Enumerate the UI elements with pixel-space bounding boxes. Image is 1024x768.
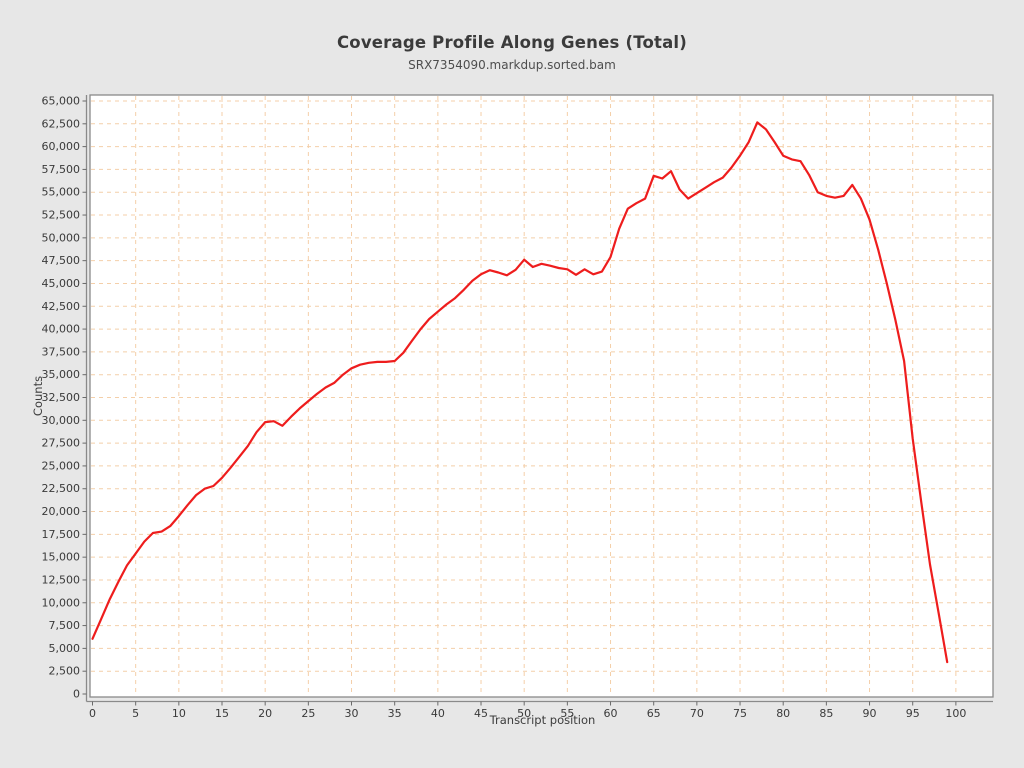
y-tick-label: 7,500 xyxy=(49,619,81,632)
plot-frame xyxy=(89,94,994,698)
x-tick-label: 100 xyxy=(945,707,966,720)
x-tick-label: 35 xyxy=(388,707,402,720)
y-tick-label: 47,500 xyxy=(42,254,81,267)
x-tick-label: 15 xyxy=(215,707,229,720)
x-tick-label: 95 xyxy=(906,707,920,720)
x-tick-label: 0 xyxy=(89,707,96,720)
x-tick-label: 25 xyxy=(301,707,315,720)
y-tick-label: 32,500 xyxy=(42,391,81,404)
x-tick-label: 40 xyxy=(431,707,445,720)
x-tick-label: 5 xyxy=(132,707,139,720)
x-tick-label: 20 xyxy=(258,707,272,720)
y-tick-label: 60,000 xyxy=(42,140,81,153)
x-tick-label: 30 xyxy=(345,707,359,720)
x-tick-label: 60 xyxy=(604,707,618,720)
coverage-line xyxy=(91,121,949,664)
x-tick-label: 75 xyxy=(733,707,747,720)
y-tick-label: 25,000 xyxy=(42,459,81,472)
x-tick-label: 85 xyxy=(819,707,833,720)
y-tick-label: 22,500 xyxy=(42,482,81,495)
y-tick-label: 42,500 xyxy=(42,300,81,313)
x-tick-label: 55 xyxy=(560,707,574,720)
y-tick-label: 0 xyxy=(73,688,80,701)
x-tick-label: 80 xyxy=(776,707,790,720)
y-tick-label: 55,000 xyxy=(42,186,81,199)
y-tick-label: 12,500 xyxy=(42,573,81,586)
y-tick-label: 50,000 xyxy=(42,231,81,244)
x-tick-label: 90 xyxy=(863,707,877,720)
y-tick-label: 62,500 xyxy=(42,117,81,130)
y-tick-label: 27,500 xyxy=(42,437,81,450)
chart-title: Coverage Profile Along Genes (Total) xyxy=(336,33,688,52)
y-tick-label: 45,000 xyxy=(42,277,81,290)
x-tick-label: 65 xyxy=(647,707,661,720)
x-tick-label: 45 xyxy=(474,707,488,720)
plot-panel xyxy=(90,95,993,697)
y-tick-label: 30,000 xyxy=(42,414,81,427)
y-tick-label: 52,500 xyxy=(42,209,81,222)
chart-subtitle: SRX7354090.markdup.sorted.bam xyxy=(408,58,616,72)
y-tick-label: 35,000 xyxy=(42,368,81,381)
y-tick-label: 37,500 xyxy=(42,345,81,358)
x-axis-title: Transcript position xyxy=(489,713,596,727)
y-tick-label: 65,000 xyxy=(42,95,81,108)
y-tick-label: 15,000 xyxy=(42,551,81,564)
x-tick-label: 70 xyxy=(690,707,704,720)
y-tick-label: 5,000 xyxy=(49,642,81,655)
y-axis-title: Counts xyxy=(31,375,45,417)
x-tick-label: 10 xyxy=(172,707,186,720)
y-tick-label: 10,000 xyxy=(42,596,81,609)
y-tick-label: 40,000 xyxy=(42,323,81,336)
y-tick-label: 17,500 xyxy=(42,528,81,541)
y-tick-label: 2,500 xyxy=(49,665,81,678)
x-tick-label: 50 xyxy=(517,707,531,720)
y-tick-label: 57,500 xyxy=(42,163,81,176)
y-tick-label: 20,000 xyxy=(42,505,81,518)
